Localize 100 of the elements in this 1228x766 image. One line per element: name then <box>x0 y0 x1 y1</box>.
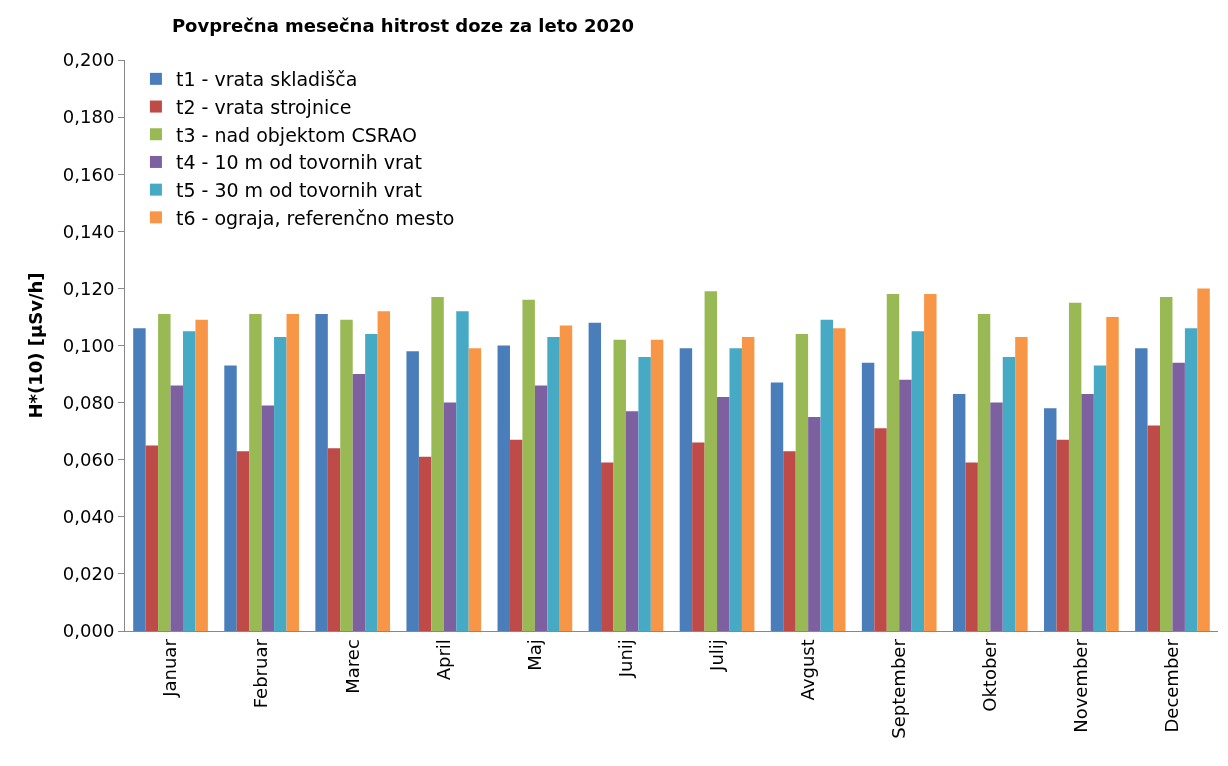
bar <box>158 314 171 631</box>
bar <box>534 385 548 631</box>
bar <box>456 311 469 631</box>
bar <box>224 365 237 631</box>
bar <box>236 451 250 631</box>
bar <box>638 356 651 631</box>
bar <box>145 445 159 631</box>
x-tick-label: December <box>1161 638 1183 733</box>
x-tick-label: Junij <box>614 639 636 679</box>
bar <box>182 331 196 631</box>
x-tick-label: Oktober <box>979 638 1001 712</box>
bar <box>261 405 275 631</box>
bar <box>249 314 262 631</box>
bar <box>377 311 391 631</box>
bar <box>559 325 573 631</box>
bar <box>886 294 900 631</box>
bar <box>741 336 755 631</box>
bar <box>1160 296 1173 631</box>
bar <box>522 299 535 631</box>
legend-label: t3 - nad objektom CSRAO <box>175 123 417 146</box>
bar <box>899 379 912 631</box>
bar <box>795 334 809 631</box>
x-tick-label: November <box>1070 638 1092 733</box>
bar <box>692 442 705 631</box>
bar <box>352 374 366 631</box>
bar <box>195 319 208 631</box>
legend-label: t1 - vrata skladišča <box>175 68 358 91</box>
legend-label: t5 - 30 m od tovornih vrat <box>175 179 422 202</box>
bar <box>977 314 991 631</box>
bar <box>808 416 821 631</box>
y-tick-label: 0,020 <box>62 563 115 585</box>
bar <box>833 328 846 631</box>
bar <box>704 291 718 631</box>
bar <box>952 394 966 631</box>
bar <box>1197 288 1210 631</box>
bar <box>1015 336 1028 631</box>
bar <box>327 448 341 631</box>
y-axis-title: H*(10) [µSv/h] <box>25 272 47 419</box>
bar <box>1147 425 1161 631</box>
x-tick-label: Avgust <box>796 639 818 701</box>
bar <box>924 294 937 631</box>
bar <box>133 328 146 631</box>
bar <box>1056 439 1069 631</box>
y-tick-label: 0,100 <box>62 334 115 356</box>
legend-label: t4 - 10 m od tovornih vrat <box>175 151 422 174</box>
y-tick-label: 0,120 <box>62 277 115 299</box>
legend-label: t2 - vrata strojnice <box>175 95 352 118</box>
bar <box>679 348 693 631</box>
x-tick-label: Marec <box>341 639 363 694</box>
bar <box>1135 348 1148 631</box>
bar <box>820 319 834 631</box>
bar <box>965 462 978 631</box>
chart-title: Povprečna mesečna hitrost doze za leto 2020 <box>171 14 635 36</box>
bar <box>1068 302 1082 631</box>
bar <box>861 362 875 631</box>
bar <box>406 351 419 631</box>
y-tick-label: 0,080 <box>62 391 115 413</box>
x-tick-label: April <box>432 639 454 681</box>
bar <box>1093 365 1107 631</box>
bar <box>990 402 1003 631</box>
bar <box>1184 328 1198 631</box>
bar <box>443 402 457 631</box>
y-tick-label: 0,000 <box>62 620 115 642</box>
bar <box>547 336 560 631</box>
x-tick-label: Januar <box>159 638 181 698</box>
bar <box>729 348 742 631</box>
legend-label: t6 - ograja, referenčno mesto <box>175 206 455 229</box>
x-tick-label: Maj <box>523 639 545 671</box>
bar <box>783 451 796 631</box>
y-tick-label: 0,160 <box>62 163 115 185</box>
bar <box>365 334 378 631</box>
y-tick-label: 0,200 <box>62 49 115 71</box>
bar <box>1002 356 1016 631</box>
bar <box>601 462 614 631</box>
bar <box>1081 394 1094 631</box>
x-tick-label: September <box>888 638 910 739</box>
bar <box>509 439 523 631</box>
bar <box>286 314 299 631</box>
x-tick-label: Februar <box>250 638 272 709</box>
x-tick-label: Julij <box>705 639 727 672</box>
bar <box>874 428 887 631</box>
bar <box>911 331 925 631</box>
bar <box>613 339 626 631</box>
bar <box>770 382 784 631</box>
y-tick-label: 0,140 <box>62 220 115 242</box>
bar <box>274 336 287 631</box>
bar <box>418 456 432 631</box>
bar <box>1106 316 1119 631</box>
bar <box>340 319 353 631</box>
bar <box>625 411 639 631</box>
y-tick-label: 0,180 <box>62 106 115 128</box>
bar <box>497 345 510 631</box>
bar <box>717 396 730 631</box>
bar <box>1172 362 1185 631</box>
bar <box>650 339 664 631</box>
bar <box>315 314 328 631</box>
bar <box>468 348 482 631</box>
y-tick-label: 0,040 <box>62 506 115 528</box>
bar <box>588 322 602 631</box>
bar <box>170 385 183 631</box>
